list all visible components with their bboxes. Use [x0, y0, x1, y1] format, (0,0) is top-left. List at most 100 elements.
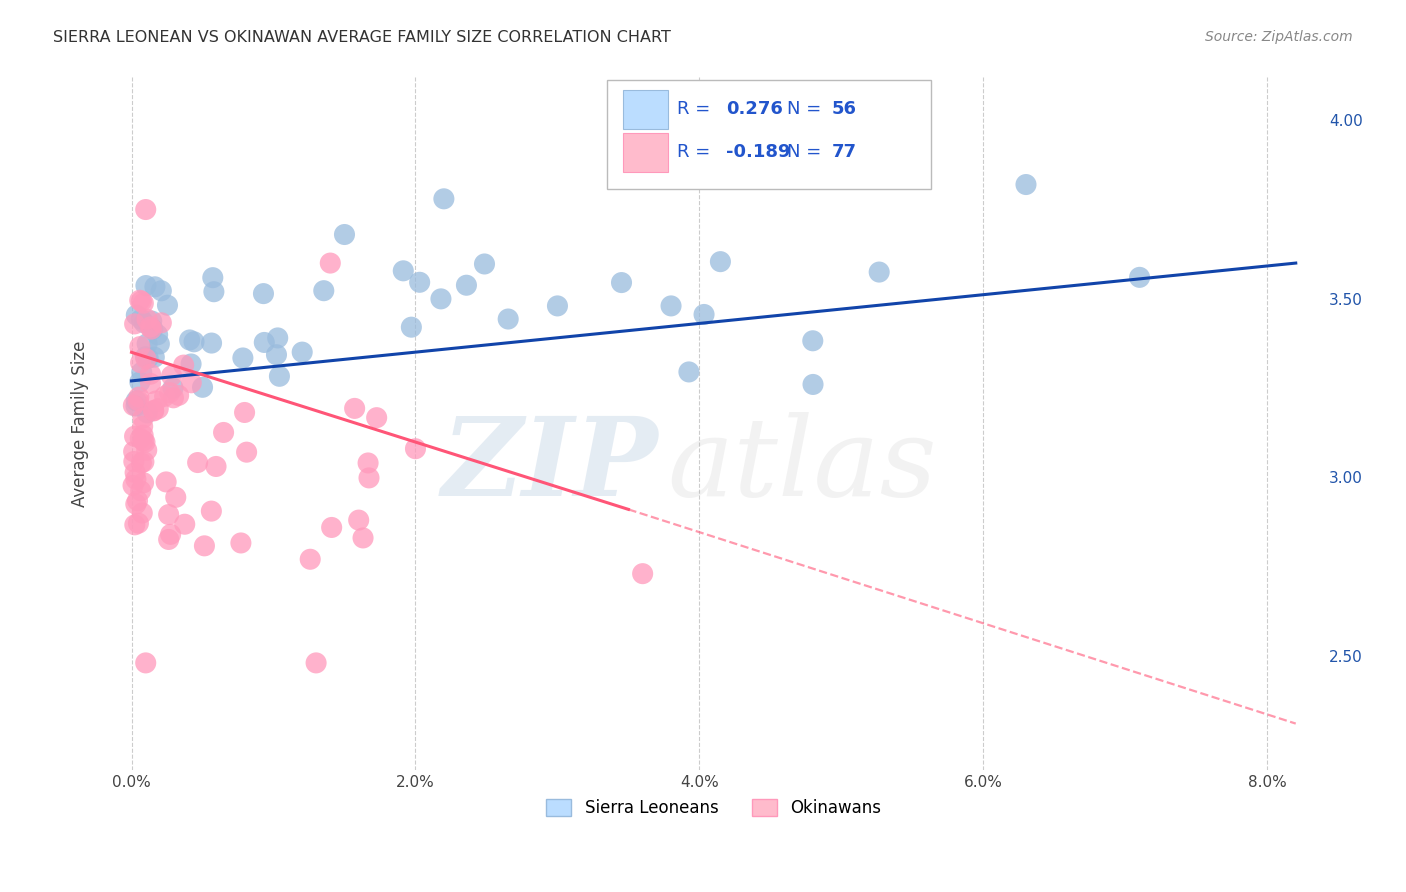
- Point: [180, 376, 202, 390]
- Point: [159, 527, 181, 541]
- Text: N =: N =: [787, 144, 827, 161]
- Legend: Sierra Leoneans, Okinawans: Sierra Leoneans, Okinawans: [540, 792, 887, 824]
- Point: [153, 389, 176, 403]
- Point: [135, 351, 157, 366]
- Point: [127, 493, 149, 508]
- Point: [162, 381, 184, 395]
- Point: [129, 356, 152, 370]
- Point: [357, 456, 380, 470]
- Point: [136, 312, 159, 326]
- Point: [131, 365, 153, 379]
- Point: [134, 435, 156, 450]
- Point: [235, 445, 257, 459]
- Point: [405, 442, 427, 456]
- Point: [125, 393, 148, 408]
- Point: [266, 348, 288, 362]
- Point: [392, 264, 415, 278]
- Point: [141, 314, 163, 328]
- Point: [366, 410, 388, 425]
- Point: [124, 317, 146, 331]
- Point: [139, 320, 162, 334]
- Point: [474, 257, 496, 271]
- Point: [124, 466, 146, 480]
- FancyBboxPatch shape: [623, 133, 668, 171]
- Text: ZIP: ZIP: [441, 411, 658, 519]
- Point: [200, 336, 222, 351]
- Point: [212, 425, 235, 440]
- Point: [456, 278, 478, 293]
- Point: [693, 308, 716, 322]
- Point: [319, 256, 342, 270]
- Point: [132, 296, 155, 310]
- Text: N =: N =: [787, 100, 827, 119]
- Point: [148, 337, 170, 351]
- Point: [801, 334, 824, 348]
- Point: [157, 533, 180, 547]
- Point: [200, 504, 222, 518]
- Point: [156, 298, 179, 312]
- Point: [321, 520, 343, 534]
- Point: [610, 276, 633, 290]
- Point: [124, 517, 146, 532]
- Point: [143, 280, 166, 294]
- FancyBboxPatch shape: [607, 79, 931, 189]
- Point: [129, 432, 152, 446]
- Point: [1129, 270, 1152, 285]
- Point: [124, 429, 146, 443]
- Point: [131, 419, 153, 434]
- Point: [132, 411, 155, 425]
- Point: [305, 656, 328, 670]
- Point: [401, 320, 423, 334]
- Point: [183, 334, 205, 349]
- Point: [229, 536, 252, 550]
- Point: [139, 367, 162, 381]
- Point: [142, 403, 165, 417]
- Point: [165, 491, 187, 505]
- Point: [150, 316, 173, 330]
- Point: [347, 513, 370, 527]
- Point: [135, 443, 157, 458]
- Point: [132, 316, 155, 330]
- Point: [128, 340, 150, 354]
- Text: 0.276: 0.276: [725, 100, 783, 119]
- Point: [132, 475, 155, 490]
- Text: R =: R =: [678, 144, 716, 161]
- Point: [150, 284, 173, 298]
- Text: -0.189: -0.189: [725, 144, 790, 161]
- Text: Source: ZipAtlas.com: Source: ZipAtlas.com: [1205, 30, 1353, 45]
- Point: [1015, 178, 1038, 192]
- Text: 77: 77: [832, 144, 858, 161]
- Point: [352, 531, 374, 545]
- Point: [129, 312, 152, 326]
- Point: [267, 331, 290, 345]
- Point: [659, 299, 682, 313]
- Point: [801, 377, 824, 392]
- Point: [122, 444, 145, 458]
- Point: [128, 390, 150, 404]
- Point: [343, 401, 366, 416]
- Point: [135, 656, 157, 670]
- Point: [128, 293, 150, 308]
- Point: [122, 454, 145, 468]
- Point: [139, 376, 162, 391]
- Point: [299, 552, 322, 566]
- Point: [159, 385, 181, 400]
- Point: [136, 406, 159, 420]
- Point: [143, 350, 166, 364]
- Point: [122, 399, 145, 413]
- Point: [131, 294, 153, 309]
- Text: R =: R =: [678, 100, 716, 119]
- Point: [122, 478, 145, 492]
- Point: [162, 391, 184, 405]
- Point: [291, 345, 314, 359]
- Point: [157, 508, 180, 522]
- Point: [631, 566, 654, 581]
- Point: [430, 292, 453, 306]
- Point: [179, 333, 201, 347]
- Point: [408, 275, 430, 289]
- Point: [253, 335, 276, 350]
- Point: [135, 202, 157, 217]
- Point: [136, 351, 159, 366]
- Point: [232, 351, 254, 365]
- Point: [146, 327, 169, 342]
